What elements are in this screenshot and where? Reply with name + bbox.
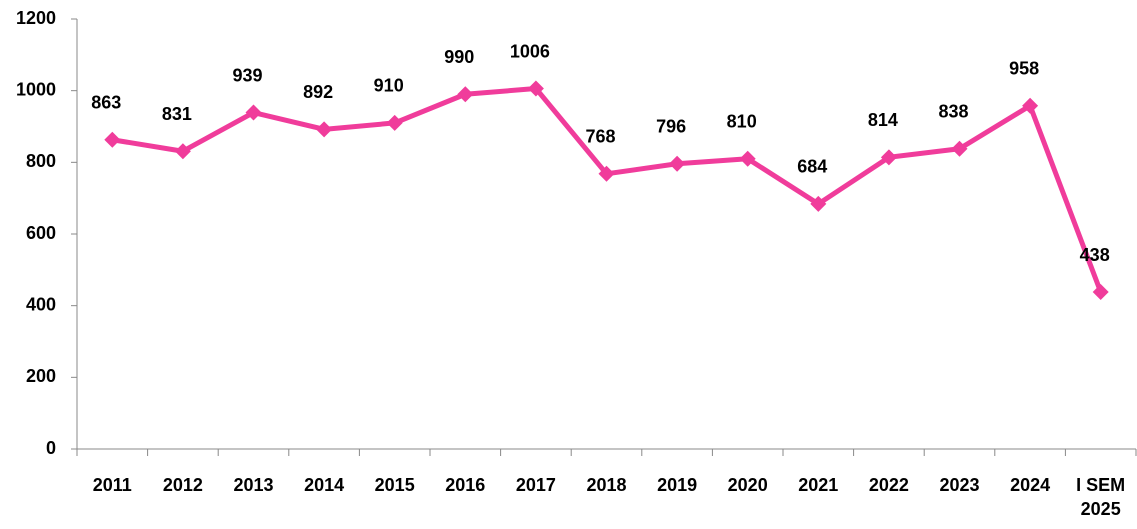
marker [739,150,756,167]
y-tick-label: 1200 [16,8,56,28]
marker [245,104,262,121]
marker [951,140,968,157]
marker [1092,284,1109,301]
y-tick-label: 0 [46,438,56,458]
data-label: 796 [656,117,686,137]
x-tick-label: 2022 [868,475,909,495]
marker [1022,97,1039,114]
x-tick-label: 2011 [92,475,132,495]
x-tick-label: 2012 [162,475,203,495]
data-label: 990 [444,47,474,67]
x-tick-label: 2016 [445,475,486,495]
marker [669,155,686,172]
marker [880,149,897,166]
data-label: 1006 [510,41,550,61]
x-tick-label: 2023 [939,475,980,495]
data-label: 892 [303,82,333,102]
data-label: 831 [162,104,192,124]
y-tick-label: 1000 [16,79,56,99]
marker [174,143,191,160]
data-label: 814 [868,110,898,130]
data-label: 863 [91,93,121,113]
data-label: 684 [797,157,827,177]
y-tick-label: 600 [26,223,56,243]
marker [598,165,615,182]
data-label: 958 [1009,58,1039,78]
marker [386,114,403,131]
x-tick-label: I SEM 2025 [1076,475,1126,519]
y-tick-label: 200 [26,366,56,386]
x-tick-label: 2014 [304,475,345,495]
data-label: 838 [938,101,968,121]
marker [104,131,121,148]
marker [810,195,827,212]
marker [316,121,333,138]
y-tick-label: 400 [26,294,56,314]
data-label: 910 [374,76,404,96]
data-label: 438 [1080,245,1110,265]
x-tick-label: 2013 [233,475,274,495]
y-tick-label: 800 [26,151,56,171]
x-tick-label: 2018 [586,475,627,495]
x-tick-label: 2015 [374,475,415,495]
data-label: 939 [232,65,262,85]
marker [457,86,474,103]
x-tick-label: 2017 [515,475,556,495]
data-label: 768 [585,127,615,147]
data-label: 810 [727,112,757,132]
x-tick-label: 2020 [727,475,768,495]
marker [527,80,544,97]
x-tick-label: 2024 [1010,475,1051,495]
x-tick-label: 2021 [798,475,839,495]
x-tick-label: 2019 [657,475,698,495]
